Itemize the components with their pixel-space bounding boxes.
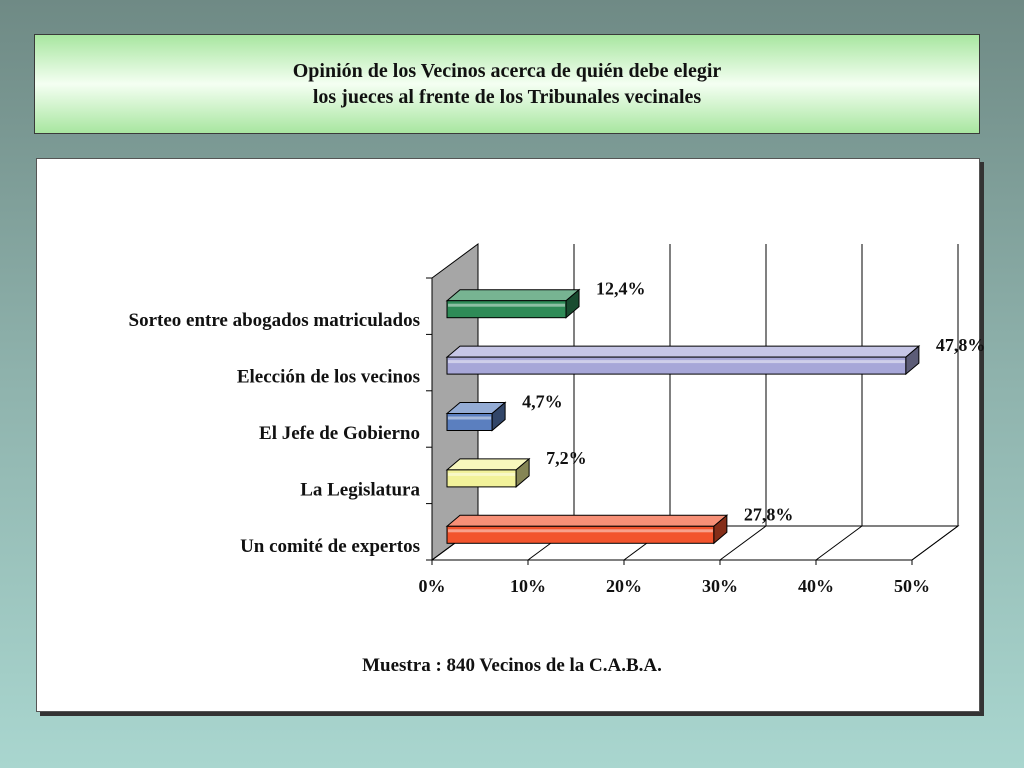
bar-highlight — [448, 303, 566, 307]
category-label: Sorteo entre abogados matriculados — [129, 310, 421, 331]
bar-front-face — [446, 300, 567, 319]
bar-end-face — [515, 457, 530, 488]
bar-top-face — [445, 458, 531, 471]
bar-highlight — [448, 360, 905, 364]
bar-end-face — [491, 401, 506, 432]
value-label: 7,2% — [546, 448, 587, 468]
bar — [445, 514, 729, 545]
value-label: 12,4% — [596, 279, 646, 299]
x-tick-label: 20% — [606, 576, 642, 596]
bar-top-face — [445, 289, 581, 302]
value-label: 47,8% — [936, 335, 986, 355]
bar — [445, 345, 921, 376]
category-label: Elección de los vecinos — [237, 367, 420, 388]
value-label: 27,8% — [744, 504, 794, 524]
x-tick-label: 0% — [419, 576, 446, 596]
floor-gridline — [911, 525, 959, 561]
category-label: La Legislatura — [300, 479, 420, 500]
category-labels: Sorteo entre abogados matriculados Elecci… — [129, 310, 421, 557]
bar-end-face — [565, 288, 580, 319]
sample-footnote: Muestra : 840 Vecinos de la C.A.B.A. — [362, 655, 662, 676]
bar — [445, 401, 507, 432]
bar-highlight — [448, 529, 713, 533]
x-tick-label: 40% — [798, 576, 834, 596]
x-tick-label: 30% — [702, 576, 738, 596]
chart-title-box: Opinión de los Vecinos acerca de quién d… — [34, 34, 980, 134]
floor-gridline — [719, 525, 767, 561]
chart-title-line-2: los jueces al frente de los Tribunales v… — [312, 86, 702, 108]
x-tick-label: 50% — [894, 576, 930, 596]
bar-end-face — [905, 345, 920, 376]
bar-front-face — [446, 356, 907, 375]
bar-front-face — [446, 525, 715, 544]
bar-front-face — [446, 413, 493, 431]
value-label: 4,7% — [522, 392, 563, 412]
chart-panel — [36, 158, 980, 712]
category-label: El Jefe de Gobierno — [259, 423, 420, 444]
bar-front-face — [446, 469, 517, 488]
floor-gridline — [815, 525, 863, 561]
bar-end-face — [713, 514, 728, 545]
bar-highlight — [448, 472, 516, 476]
bar-highlight — [448, 416, 492, 420]
bar — [445, 288, 581, 319]
bar — [445, 457, 531, 488]
category-label: Un comité de expertos — [240, 536, 420, 557]
x-tick-label: 10% — [510, 576, 546, 596]
chart-title-line-1: Opinión de los Vecinos acerca de quién d… — [292, 60, 722, 82]
x-axis-tick-labels: 0% 10% 20% 30% 40% 50% — [419, 576, 931, 596]
chart-bars — [445, 288, 921, 545]
bar-top-face — [445, 345, 921, 358]
value-labels: 12,4% 47,8% 4,7% 7,2% 27,8% — [522, 279, 985, 525]
bar-top-face — [445, 514, 729, 527]
